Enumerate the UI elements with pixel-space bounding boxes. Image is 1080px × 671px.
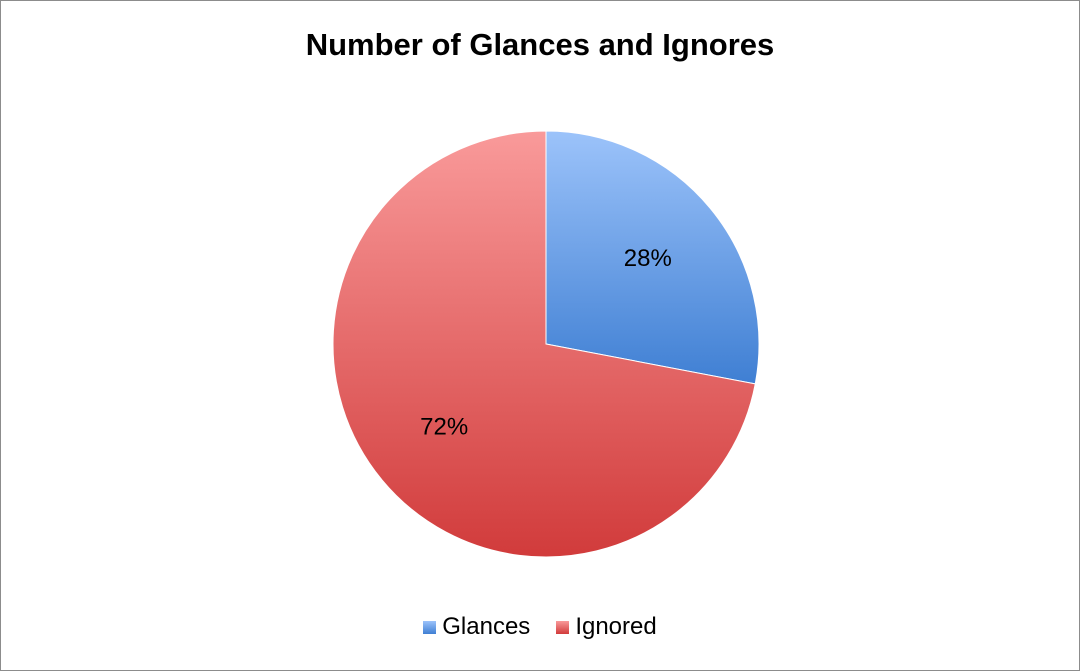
pie-slice-ignored	[332, 130, 756, 558]
legend-label-glances: Glances	[442, 613, 531, 640]
slice-label-ignored: 72%	[420, 414, 468, 441]
legend-swatch-glances	[423, 620, 437, 634]
pie-slice-glances	[545, 130, 760, 385]
legend-item-glances: Glances	[423, 613, 530, 641]
chart-legend: Glances Ignored	[1, 613, 1079, 641]
legend-swatch-ignored	[556, 620, 570, 634]
legend-item-ignored: Ignored	[556, 613, 657, 641]
legend-label-ignored: Ignored	[575, 613, 657, 640]
chart-title: Number of Glances and Ignores	[305, 27, 775, 62]
slice-label-glances: 28%	[624, 245, 672, 272]
